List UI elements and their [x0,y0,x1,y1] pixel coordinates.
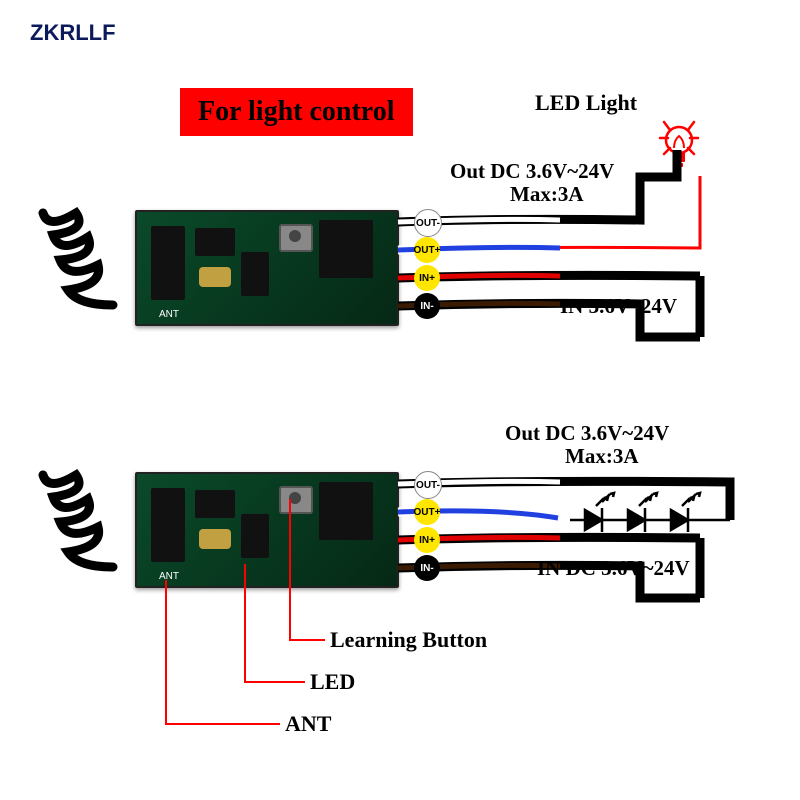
terminal-in-minus: IN- [414,555,440,581]
terminal-out-plus: OUT+ [414,499,440,525]
output-spec-label: Out DC 3.6V~24V Max:3A [505,422,669,468]
input-spec-label: IN DC 3.6V~24V [537,556,690,581]
wiring-bottom [0,0,800,800]
callout-learning-button: Learning Button [330,627,487,653]
terminal-in-plus: IN+ [414,527,440,553]
callout-led: LED [310,669,355,695]
callout-ant: ANT [285,711,331,737]
terminal-out-minus: OUT- [414,471,442,499]
